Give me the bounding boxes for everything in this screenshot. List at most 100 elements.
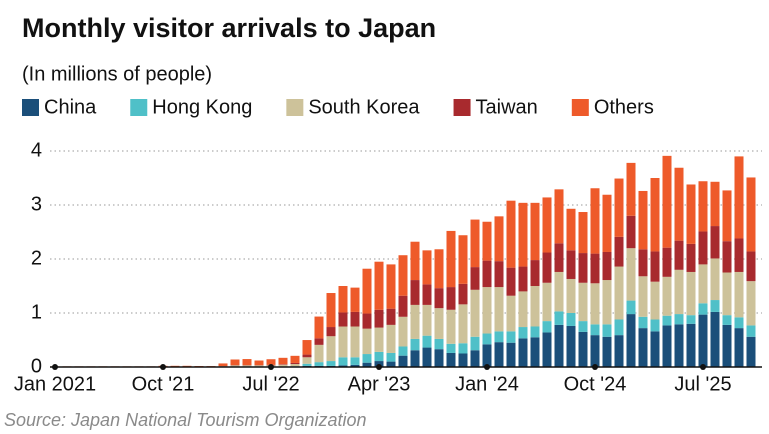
- bar-segment: [542, 282, 552, 322]
- bar-segment: [722, 324, 732, 367]
- bar-segment: [698, 264, 708, 304]
- bar-segment: [518, 327, 528, 339]
- bar-segment: [566, 278, 576, 313]
- bar-segment: [686, 271, 696, 316]
- bar-segment: [614, 335, 624, 367]
- bar-segment: [410, 338, 420, 351]
- bar-segment: [566, 325, 576, 367]
- bar-segment: [350, 326, 360, 358]
- x-tick-label: Jul '25: [674, 373, 731, 395]
- bar-segment: [470, 289, 480, 337]
- bar-segment: [506, 267, 516, 296]
- bar-segment: [470, 219, 480, 268]
- bar-segment: [638, 249, 648, 277]
- x-tick-dot: [700, 364, 706, 370]
- bar-segment: [578, 253, 588, 283]
- x-tick-dot: [376, 364, 382, 370]
- bar-segment: [374, 309, 384, 328]
- legend-label: Others: [594, 96, 654, 118]
- bar-segment: [746, 336, 756, 367]
- bar-segment: [746, 325, 756, 337]
- bar-segment: [746, 281, 756, 326]
- bar-segment: [494, 216, 504, 262]
- bar-segment: [542, 197, 552, 253]
- legend-swatch: [22, 99, 39, 116]
- bar-segment: [434, 288, 444, 309]
- bar-segment: [278, 357, 288, 365]
- y-tick-label: 0: [31, 355, 42, 377]
- x-tick-dot: [484, 364, 490, 370]
- bar-segment: [446, 309, 456, 344]
- bar-segment: [494, 331, 504, 343]
- bar-segment: [626, 300, 636, 315]
- bar-segment: [398, 255, 408, 296]
- bar-segment: [710, 181, 720, 227]
- bar-segment: [650, 331, 660, 367]
- bar-segment: [602, 336, 612, 367]
- bar-segment: [374, 327, 384, 352]
- bar-segment: [326, 361, 336, 366]
- bar-segment: [662, 247, 672, 277]
- bar-segment: [278, 364, 288, 367]
- bar-segment: [662, 325, 672, 367]
- bar-segment: [350, 364, 360, 367]
- bar-segment: [554, 324, 564, 367]
- bar-segment: [638, 316, 648, 329]
- source-note: Source: Japan National Tourism Organizat…: [4, 410, 367, 430]
- bar-segment: [710, 300, 720, 312]
- bar-segment: [470, 350, 480, 367]
- bar-segment: [626, 215, 636, 249]
- bar-segment: [338, 357, 348, 366]
- bar-segment: [374, 261, 384, 310]
- bar-segment: [434, 349, 444, 367]
- x-tick-label: Jan '24: [455, 373, 519, 395]
- bar-segment: [746, 251, 756, 282]
- bar-segment: [542, 321, 552, 333]
- bar-segment: [494, 342, 504, 367]
- bar-segment: [422, 335, 432, 348]
- bar-segment: [242, 365, 252, 367]
- bar-segment: [590, 324, 600, 336]
- bar-segment: [338, 365, 348, 367]
- bar-segment: [530, 202, 540, 261]
- bar-segment: [674, 314, 684, 325]
- bar-segment: [734, 328, 744, 367]
- bar-segment: [638, 328, 648, 367]
- bar-segment: [326, 336, 336, 362]
- bar-segment: [326, 293, 336, 328]
- bar-segment: [482, 221, 492, 261]
- bar-segment: [458, 353, 468, 367]
- x-tick-dot: [592, 364, 598, 370]
- bar-segment: [338, 326, 348, 358]
- bar-segment: [566, 313, 576, 326]
- bar-segment: [470, 336, 480, 351]
- bar-segment: [398, 355, 408, 367]
- bar-segment: [314, 362, 324, 366]
- bar-segment: [410, 241, 420, 281]
- bar-segment: [398, 346, 408, 356]
- bar-segment: [590, 253, 600, 284]
- bar-segment: [398, 295, 408, 317]
- legend-swatch: [453, 99, 471, 116]
- bar-segment: [290, 355, 300, 363]
- legend-swatch: [571, 99, 589, 116]
- bar-segment: [566, 208, 576, 251]
- bar-segment: [350, 287, 360, 312]
- bar-segment: [614, 319, 624, 336]
- bar-segment: [710, 226, 720, 259]
- bar-segment: [482, 333, 492, 345]
- bar-segment: [482, 287, 492, 334]
- bar-segment: [686, 184, 696, 244]
- bar-segment: [350, 357, 360, 365]
- bar-segment: [362, 354, 372, 363]
- bar-segment: [386, 308, 396, 325]
- bar-segment: [602, 324, 612, 337]
- bar-segment: [686, 315, 696, 324]
- legend-label: Hong Kong: [152, 96, 252, 118]
- bar-segment: [530, 337, 540, 367]
- bar-segment: [674, 240, 684, 270]
- bar-segment: [506, 331, 516, 343]
- bar-segment: [614, 178, 624, 237]
- bar-segment: [482, 344, 492, 367]
